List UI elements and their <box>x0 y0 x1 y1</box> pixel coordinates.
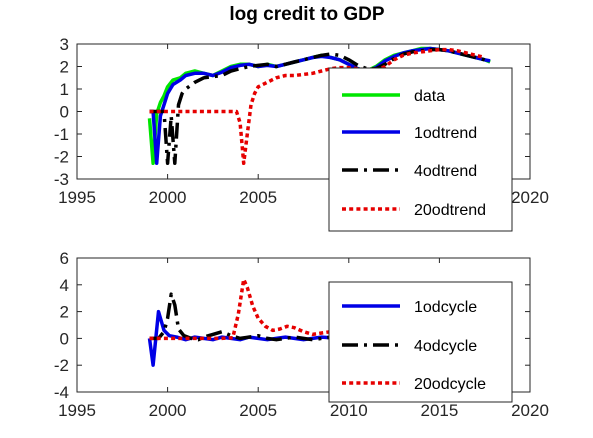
series-line-4odcycle <box>149 292 331 342</box>
x-tick-label: 2020 <box>511 401 549 420</box>
legend-label-1odtrend: 1odtrend <box>414 125 477 142</box>
y-tick-label: -1 <box>54 125 69 144</box>
y-tick-label: -2 <box>54 148 69 167</box>
y-tick-label: 4 <box>60 276 69 295</box>
x-tick-label: 2005 <box>239 401 277 420</box>
legend-label-4odcycle: 4odcycle <box>414 338 477 355</box>
y-tick-label: 0 <box>60 329 69 348</box>
legend: data 1odtrend 4odtrend 20odtrend <box>328 67 513 232</box>
x-tick-label: 2000 <box>149 401 187 420</box>
series-line-20odcycle <box>149 277 331 341</box>
figure-title: log credit to GDP <box>229 4 385 25</box>
x-tick-label: 1995 <box>58 188 96 207</box>
series-line-20odtrend <box>149 47 486 166</box>
chart-1: 3210-1-2-3199520002005201020152020data1o… <box>54 35 549 232</box>
y-tick-label: 3 <box>60 35 69 54</box>
x-tick-label: 2000 <box>149 188 187 207</box>
y-tick-label: -3 <box>54 170 69 189</box>
y-tick-label: 1 <box>60 80 69 99</box>
plot-area <box>76 257 531 393</box>
y-tick-label: 0 <box>60 103 69 122</box>
y-tick-label: 2 <box>60 303 69 322</box>
x-tick-label: 2015 <box>420 401 458 420</box>
y-tick-label: 6 <box>60 249 69 268</box>
legend: 1odcycle 4odcycle 20odcycle <box>328 281 513 403</box>
legend-label-20odtrend: 20odtrend <box>414 202 486 219</box>
legend-label-20odcycle: 20odcycle <box>414 376 486 393</box>
legend-label-data: data <box>414 88 445 105</box>
y-tick-label: 2 <box>60 58 69 77</box>
y-tick-label: -4 <box>54 383 69 402</box>
y-tick-label: -2 <box>54 356 69 375</box>
x-tick-label: 2010 <box>330 401 368 420</box>
x-tick-label: 2020 <box>511 188 549 207</box>
legend-label-1odcycle: 1odcycle <box>414 299 477 316</box>
legend-label-4odtrend: 4odtrend <box>414 163 477 180</box>
x-tick-label: 2005 <box>239 188 277 207</box>
x-tick-label: 1995 <box>58 401 96 420</box>
